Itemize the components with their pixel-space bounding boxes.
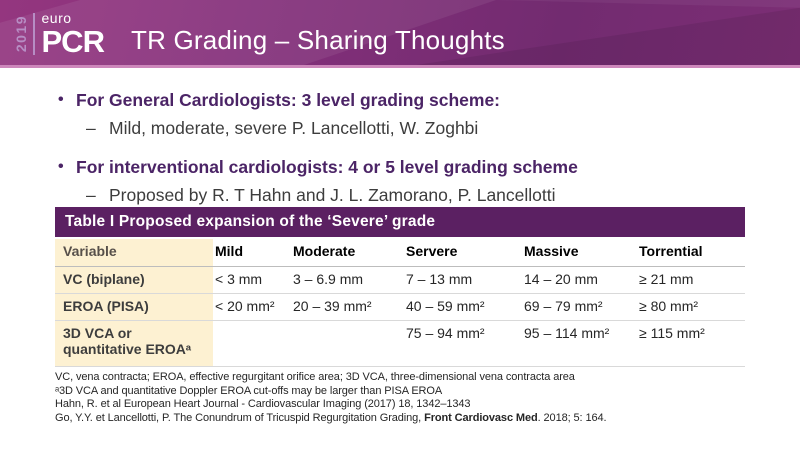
column-header-mild: Mild bbox=[213, 239, 291, 267]
cell-value: ≥ 21 mm bbox=[639, 270, 694, 287]
bullet-list: • For General Cardiologists: 3 level gra… bbox=[0, 87, 800, 221]
column-header-torrential: Torrential bbox=[637, 239, 745, 267]
cell-value: 69 – 79 mm² bbox=[524, 297, 603, 314]
cell-value: < 20 mm² bbox=[215, 297, 275, 314]
logo-year: 2019 bbox=[13, 15, 29, 53]
cell-value: ≥ 80 mm² bbox=[639, 297, 699, 314]
dash-marker-icon: – bbox=[86, 118, 96, 138]
europcr-logo: 2019 euro PCR bbox=[13, 9, 105, 59]
bullet-general-label: For General Cardiologists: 3 level gradi… bbox=[76, 90, 501, 110]
footnote-go-journal: Front Cardiovasc Med bbox=[424, 411, 538, 424]
row-label: 3D VCA or quantitative EROAᵃ bbox=[55, 320, 213, 366]
logo-pcr-text: PCR bbox=[41, 24, 105, 59]
cell-value: 40 – 59 mm² bbox=[406, 297, 485, 314]
subbullet-interventional-label: Proposed by R. T Hahn and J. L. Zamorano… bbox=[109, 185, 556, 205]
bullet-interventional-cardiologists: • For interventional cardiologists: 4 or… bbox=[0, 154, 800, 180]
footnote-go-suffix: . 2018; 5: 164. bbox=[537, 411, 607, 424]
footnote-reference-go: Go, Y.Y. et Lancellotti, P. The Conundru… bbox=[55, 411, 607, 426]
header-banner: 2019 euro PCR TR Grading – Sharing Thoug… bbox=[0, 0, 800, 68]
severity-grading-table: Variable Mild Moderate Servere Massive T… bbox=[55, 239, 745, 367]
cell-value: 7 – 13 mm bbox=[406, 270, 473, 287]
slide-title: TR Grading – Sharing Thoughts bbox=[131, 25, 505, 55]
logo-euro-text: euro bbox=[41, 10, 72, 26]
bullet-group-general: • For General Cardiologists: 3 level gra… bbox=[0, 87, 800, 141]
table-row-3d-vca: 3D VCA or quantitative EROAᵃ 75 – 94 mm²… bbox=[55, 320, 745, 366]
logo-divider bbox=[33, 13, 35, 55]
dash-marker-icon: – bbox=[86, 185, 96, 205]
cell-value: 14 – 20 mm bbox=[524, 270, 598, 287]
subbullet-general-label: Mild, moderate, severe P. Lancellotti, W… bbox=[109, 118, 479, 138]
table-row-vc-biplane: VC (biplane) < 3 mm 3 – 6.9 mm 7 – 13 mm… bbox=[55, 266, 745, 293]
bullet-dot-icon: • bbox=[58, 91, 64, 108]
footnote-go-prefix: Go, Y.Y. et Lancellotti, P. The Conundru… bbox=[55, 411, 425, 424]
footnote-superscript-a: ᵃ3D VCA and quantitative Doppler EROA cu… bbox=[55, 384, 443, 397]
footnotes: VC, vena contracta; EROA, effective regu… bbox=[55, 371, 607, 426]
cell-value: 3 – 6.9 mm bbox=[293, 270, 364, 287]
bullet-interventional-label: For interventional cardiologists: 4 or 5… bbox=[76, 157, 578, 177]
cell-value: 20 – 39 mm² bbox=[293, 297, 372, 314]
table-row-eroa-pisa: EROA (PISA) < 20 mm² 20 – 39 mm² 40 – 59… bbox=[55, 293, 745, 320]
cell-value bbox=[213, 320, 291, 366]
cell-value: 75 – 94 mm² bbox=[406, 324, 485, 341]
subbullet-general: – Mild, moderate, severe P. Lancellotti,… bbox=[0, 115, 800, 141]
column-header-moderate: Moderate bbox=[291, 239, 404, 267]
severity-table-section: Table I Proposed expansion of the ‘Sever… bbox=[55, 207, 745, 367]
logo-wordmark: euro PCR bbox=[41, 10, 105, 59]
cell-value: < 3 mm bbox=[215, 270, 263, 287]
cell-value: 95 – 114 mm² bbox=[524, 324, 610, 341]
table-header-row: Variable Mild Moderate Servere Massive T… bbox=[55, 239, 745, 267]
bullet-group-interventional: • For interventional cardiologists: 4 or… bbox=[0, 154, 800, 208]
cell-value: ≥ 115 mm² bbox=[639, 324, 705, 341]
table-title: Table I Proposed expansion of the ‘Sever… bbox=[55, 207, 745, 237]
bullet-general-cardiologists: • For General Cardiologists: 3 level gra… bbox=[0, 87, 800, 113]
footnote-abbreviations: VC, vena contracta; EROA, effective regu… bbox=[55, 371, 575, 383]
column-header-massive: Massive bbox=[522, 239, 637, 267]
row-label: EROA (PISA) bbox=[55, 293, 213, 320]
footnote-reference-hahn: Hahn, R. et al European Heart Journal - … bbox=[55, 398, 471, 410]
cell-value bbox=[291, 320, 404, 366]
column-header-variable: Variable bbox=[55, 239, 213, 267]
row-label: VC (biplane) bbox=[55, 266, 213, 293]
column-header-severe: Servere bbox=[404, 239, 522, 267]
subbullet-interventional: – Proposed by R. T Hahn and J. L. Zamora… bbox=[0, 182, 800, 208]
bullet-dot-icon: • bbox=[58, 158, 64, 175]
